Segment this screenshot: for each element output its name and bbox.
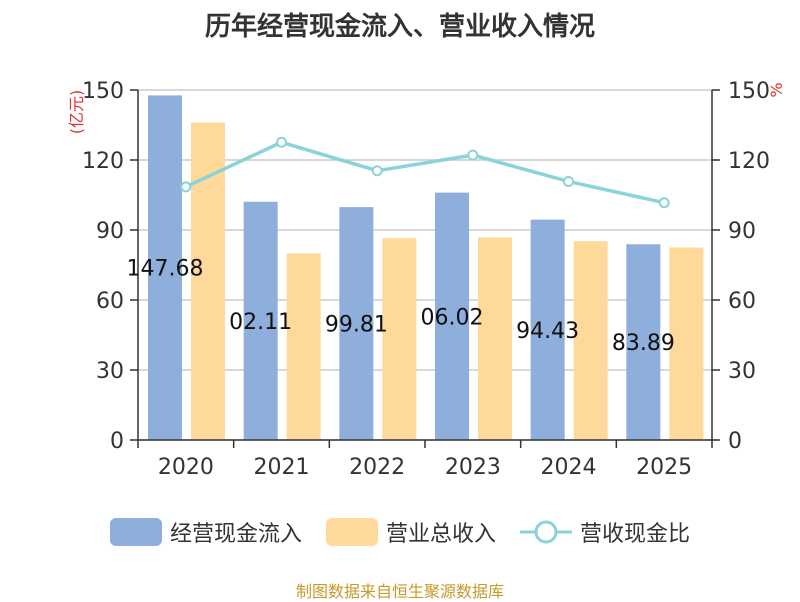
legend-item-ratio[interactable]: 营收现金比 <box>520 516 690 548</box>
bar-data-label: 94.43 <box>516 319 579 344</box>
x-tick-label: 2021 <box>254 455 310 480</box>
ratio-point <box>180 181 192 193</box>
bar-revenue <box>573 241 608 440</box>
bar-data-label: 06.02 <box>421 305 484 330</box>
legend-swatch-cash-inflow <box>109 518 162 546</box>
bar-revenue <box>669 247 704 440</box>
y-left-unit: (亿元) <box>67 90 86 135</box>
ratio-point <box>276 136 287 148</box>
legend: 经营现金流入 营业总收入 营收现金比 <box>0 516 800 548</box>
legend-label-revenue: 营业总收入 <box>385 522 496 547</box>
legend-item-revenue[interactable]: 营业总收入 <box>325 516 496 548</box>
y-right-unit: % <box>767 82 786 97</box>
ratio-point <box>563 175 574 187</box>
y-left-tick-label: 150 <box>82 79 124 104</box>
y-right-tick-label: 90 <box>728 219 756 244</box>
y-right-tick-label: 60 <box>728 289 756 314</box>
bar-cash-inflow <box>148 95 182 440</box>
bar-data-label: 02.11 <box>229 310 292 335</box>
bar-cash-inflow <box>530 219 565 440</box>
legend-label-ratio: 营收现金比 <box>580 522 691 547</box>
ratio-point <box>467 149 479 161</box>
legend-item-cash-inflow[interactable]: 经营现金流入 <box>109 516 302 548</box>
y-left-tick-label: 90 <box>96 219 124 244</box>
legend-swatch-revenue <box>325 518 378 546</box>
y-left-tick-label: 60 <box>96 289 124 314</box>
y-right-tick-label: 150 <box>728 79 770 104</box>
bar-cash-inflow <box>435 192 469 440</box>
y-left-tick-label: 30 <box>96 359 124 384</box>
legend-swatch-ratio <box>520 520 572 544</box>
ratio-line <box>185 140 665 205</box>
source-note: 制图数据来自恒生聚源数据库 <box>295 582 504 601</box>
bar-revenue <box>478 237 512 440</box>
chart-title: 历年经营现金流入、营业收入情况 <box>204 12 595 42</box>
y-left-tick-label: 0 <box>110 429 124 454</box>
x-tick-label: 2024 <box>541 455 597 480</box>
y-left-tick-label: 120 <box>82 149 124 174</box>
ratio-point <box>371 165 383 177</box>
x-tick-label: 2023 <box>445 455 501 480</box>
bar-cash-inflow <box>626 244 661 440</box>
bar-revenue <box>286 253 321 440</box>
y-right-tick-label: 120 <box>728 149 770 174</box>
y-right-tick-label: 30 <box>728 359 756 384</box>
bar-data-label: 99.81 <box>325 313 388 338</box>
legend-label-cash-inflow: 经营现金流入 <box>169 522 302 547</box>
bar-cash-inflow <box>243 201 278 440</box>
ratio-point <box>658 197 670 209</box>
x-tick-label: 2025 <box>636 455 692 480</box>
bar-data-label: 83.89 <box>612 331 675 356</box>
bar-revenue <box>382 238 417 440</box>
bar-cash-inflow <box>339 207 374 440</box>
bar-data-label: 147.68 <box>127 257 204 282</box>
y-right-tick-label: 0 <box>728 429 742 454</box>
x-tick-label: 2022 <box>349 455 405 480</box>
x-tick-label: 2020 <box>158 455 214 480</box>
